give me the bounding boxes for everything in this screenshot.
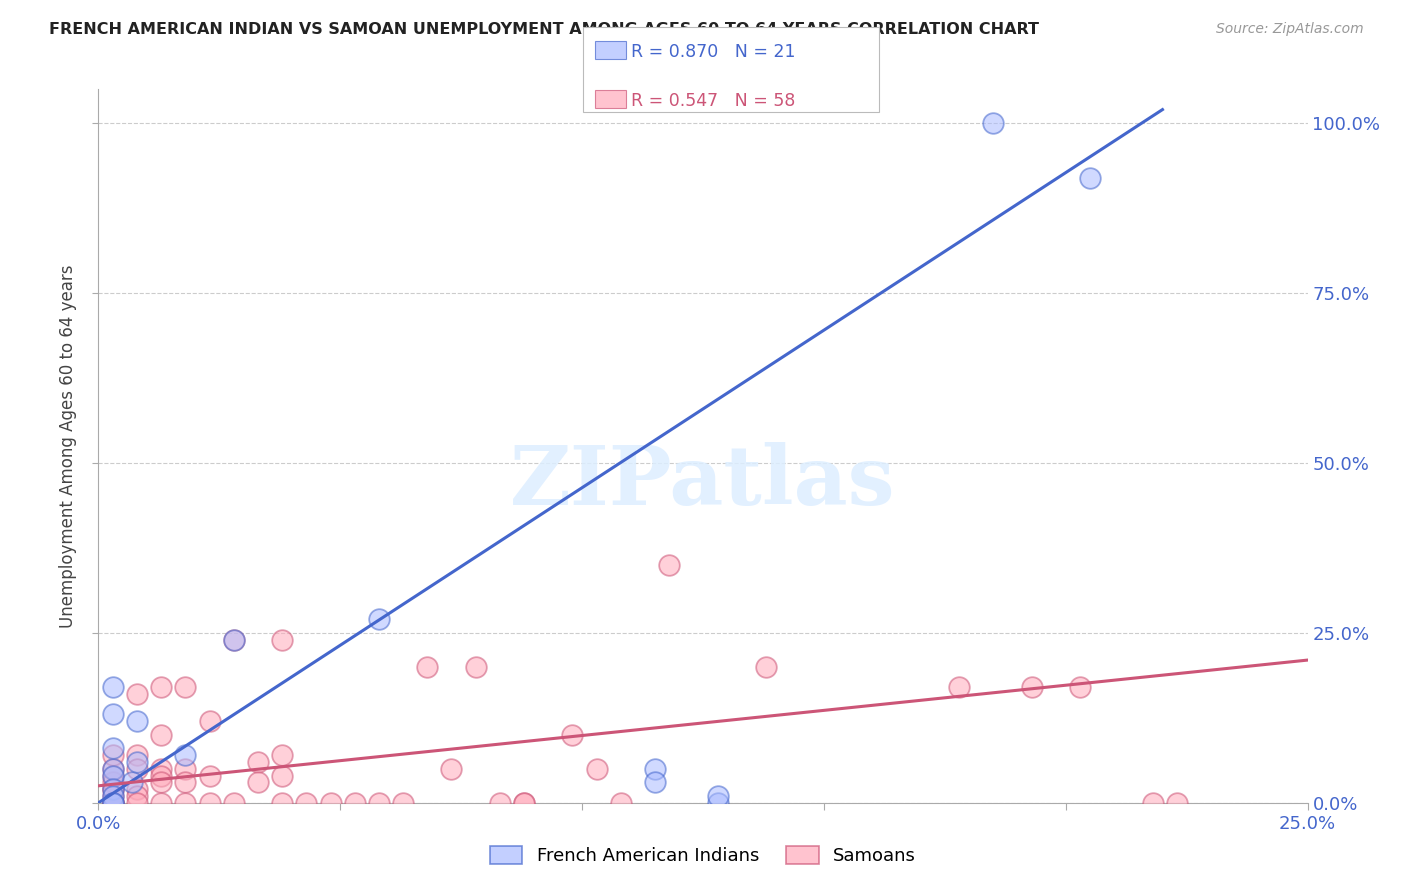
Point: [658, 558, 681, 572]
Point: [644, 775, 666, 789]
Point: [101, 741, 124, 756]
Point: [198, 769, 221, 783]
Point: [585, 762, 607, 776]
Point: [343, 796, 366, 810]
Point: [610, 796, 633, 810]
Point: [706, 789, 728, 803]
Point: [127, 748, 149, 763]
Point: [174, 775, 197, 789]
Point: [755, 660, 778, 674]
Point: [416, 660, 439, 674]
Point: [101, 769, 124, 783]
Point: [561, 728, 583, 742]
Point: [101, 796, 124, 810]
Point: [198, 714, 221, 729]
Point: [706, 796, 728, 810]
Text: R = 0.547   N = 58: R = 0.547 N = 58: [631, 92, 796, 110]
Point: [150, 796, 173, 810]
Point: [440, 762, 463, 776]
Y-axis label: Unemployment Among Ages 60 to 64 years: Unemployment Among Ages 60 to 64 years: [59, 264, 77, 628]
Text: R = 0.870   N = 21: R = 0.870 N = 21: [631, 43, 796, 61]
Point: [271, 748, 294, 763]
Point: [101, 769, 124, 783]
Legend: French American Indians, Samoans: French American Indians, Samoans: [482, 838, 924, 872]
Point: [127, 762, 149, 776]
Point: [1069, 680, 1091, 694]
Point: [464, 660, 486, 674]
Point: [489, 796, 512, 810]
Text: ZIPatlas: ZIPatlas: [510, 442, 896, 522]
Point: [644, 762, 666, 776]
Point: [101, 762, 124, 776]
Point: [127, 755, 149, 769]
Point: [1142, 796, 1164, 810]
Point: [101, 796, 124, 810]
Point: [222, 632, 245, 647]
Point: [127, 789, 149, 803]
Point: [150, 762, 173, 776]
Point: [101, 762, 124, 776]
Point: [150, 728, 173, 742]
Point: [513, 796, 536, 810]
Point: [127, 687, 149, 701]
Point: [101, 796, 124, 810]
Point: [101, 782, 124, 797]
Point: [127, 796, 149, 810]
Point: [368, 612, 391, 626]
Point: [127, 714, 149, 729]
Point: [1078, 170, 1101, 185]
Point: [174, 762, 197, 776]
Point: [295, 796, 318, 810]
Point: [948, 680, 970, 694]
Point: [247, 775, 270, 789]
Point: [101, 789, 124, 803]
Point: [981, 116, 1004, 130]
Point: [101, 796, 124, 810]
Point: [319, 796, 342, 810]
Point: [101, 782, 124, 797]
Point: [1021, 680, 1043, 694]
Text: FRENCH AMERICAN INDIAN VS SAMOAN UNEMPLOYMENT AMONG AGES 60 TO 64 YEARS CORRELAT: FRENCH AMERICAN INDIAN VS SAMOAN UNEMPLO…: [49, 22, 1039, 37]
Point: [392, 796, 415, 810]
Point: [174, 796, 197, 810]
Point: [121, 775, 143, 789]
Point: [1166, 796, 1188, 810]
Point: [513, 796, 536, 810]
Point: [101, 796, 124, 810]
Point: [271, 796, 294, 810]
Point: [150, 769, 173, 783]
Point: [101, 748, 124, 763]
Point: [222, 796, 245, 810]
Point: [271, 632, 294, 647]
Point: [150, 775, 173, 789]
Point: [101, 789, 124, 803]
Point: [150, 680, 173, 694]
Point: [101, 707, 124, 722]
Point: [101, 782, 124, 797]
Point: [368, 796, 391, 810]
Point: [101, 775, 124, 789]
Point: [127, 782, 149, 797]
Point: [271, 769, 294, 783]
Point: [174, 748, 197, 763]
Point: [174, 680, 197, 694]
Point: [222, 632, 245, 647]
Point: [101, 680, 124, 694]
Point: [247, 755, 270, 769]
Text: Source: ZipAtlas.com: Source: ZipAtlas.com: [1216, 22, 1364, 37]
Point: [101, 796, 124, 810]
Point: [198, 796, 221, 810]
